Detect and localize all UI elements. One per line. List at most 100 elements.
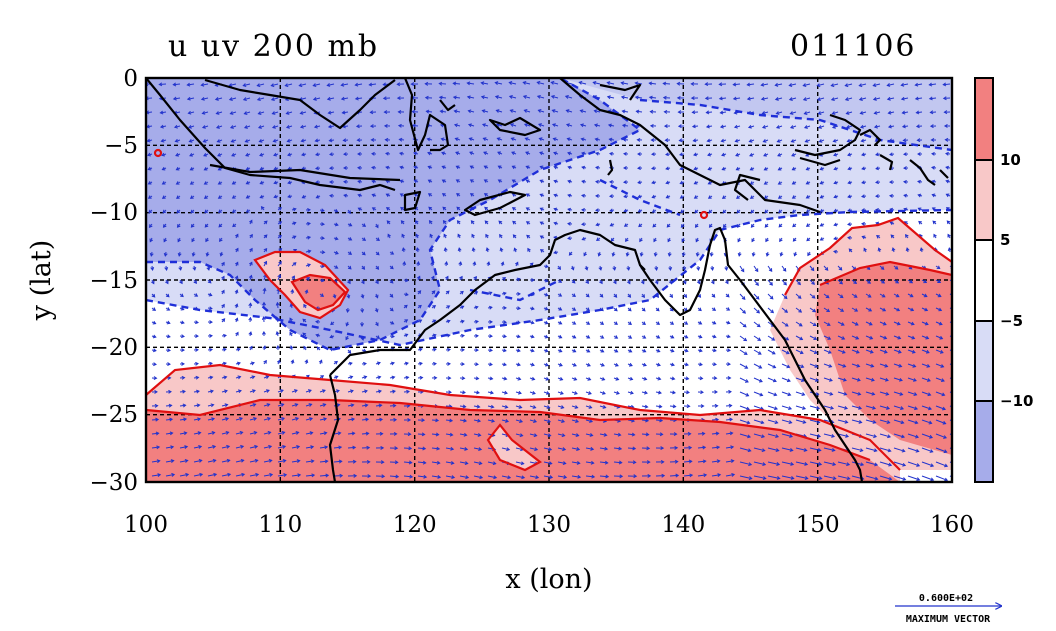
wind-vector — [459, 419, 467, 422]
wind-vector — [649, 82, 657, 85]
wind-vector — [789, 83, 797, 86]
wind-vector-head — [261, 330, 266, 335]
wind-vector-head — [696, 267, 701, 271]
wind-vector — [243, 97, 251, 101]
wind-vector-head — [168, 403, 173, 408]
wind-vector-head — [886, 96, 891, 101]
wind-vector-head — [376, 361, 381, 366]
wind-vector — [921, 447, 933, 453]
wind-vector-head — [308, 403, 313, 407]
wind-vector — [865, 475, 878, 480]
wind-vector-head — [480, 95, 485, 100]
wind-vector-head — [833, 208, 838, 213]
wind-vector-head — [464, 461, 469, 465]
wind-vector-head — [189, 181, 194, 185]
wind-vector-head — [813, 350, 818, 354]
wind-vector-head — [165, 280, 169, 285]
wind-vector-head — [370, 137, 375, 142]
wind-vector — [697, 474, 707, 477]
wind-vector-head — [778, 209, 782, 214]
wind-vector-head — [503, 320, 507, 325]
colorbar-label: −5 — [1000, 312, 1023, 330]
wind-vector-head — [353, 473, 358, 478]
wind-vector-head — [203, 167, 208, 171]
wind-vector-head — [572, 307, 577, 311]
wind-vector-head — [299, 110, 304, 115]
wind-vector-head — [594, 137, 599, 142]
wind-vector — [733, 83, 741, 86]
wind-vector — [795, 293, 802, 299]
wind-vector-head — [896, 321, 901, 326]
wind-vector — [417, 433, 425, 435]
wind-vector-head — [346, 294, 351, 299]
wind-vector-head — [325, 473, 330, 478]
wind-vector-head — [746, 420, 751, 425]
wind-vector — [529, 475, 539, 479]
wind-vector-head — [914, 96, 919, 101]
wind-vector-head — [483, 179, 488, 183]
wind-vector-head — [607, 123, 612, 128]
wind-vector-head — [642, 362, 647, 367]
wind-vector-head — [776, 139, 781, 143]
wind-vector — [299, 83, 307, 87]
wind-vector — [823, 461, 836, 466]
wind-vector — [263, 445, 272, 449]
wind-vector-head — [676, 81, 681, 86]
wind-vector-head — [692, 138, 697, 143]
wind-vector-head — [240, 444, 245, 449]
wind-vector — [235, 445, 244, 449]
wind-vector-head — [211, 417, 216, 422]
wind-vector-head — [225, 431, 230, 435]
wind-vector-head — [458, 261, 463, 266]
wind-vector-head — [769, 295, 774, 300]
wind-vector — [607, 96, 615, 99]
wind-vector-head — [273, 180, 278, 185]
wind-vector — [305, 432, 313, 435]
wind-vector — [683, 460, 692, 463]
wind-vector-head — [567, 179, 572, 184]
wind-vector — [327, 83, 335, 86]
wind-vector-head — [931, 207, 936, 211]
wind-vector-head — [281, 431, 286, 435]
wind-vector-head — [844, 405, 849, 410]
wind-vector-head — [236, 361, 241, 366]
wind-vector-head — [347, 280, 351, 285]
wind-vector — [229, 83, 237, 86]
wind-vector-head — [564, 95, 569, 99]
wind-vector-head — [635, 109, 640, 114]
wind-vector-head — [639, 252, 644, 257]
wind-vector-head — [151, 280, 155, 285]
wind-vector-head — [320, 208, 325, 213]
wind-vector-head — [432, 305, 437, 309]
wind-vector-head — [491, 418, 496, 423]
wind-vector-head — [875, 194, 879, 199]
wind-vector-head — [357, 207, 362, 211]
wind-vector-head — [670, 321, 675, 325]
wind-vector-head — [416, 261, 421, 265]
wind-vector — [249, 431, 257, 435]
wind-vector — [781, 279, 787, 286]
wind-vector-head — [916, 477, 921, 481]
wind-vector-head — [875, 180, 879, 185]
wind-vector-head — [263, 359, 267, 364]
wind-vector — [641, 433, 649, 436]
wind-vector-head — [483, 151, 487, 155]
wind-vector-head — [838, 266, 843, 271]
wind-vector-head — [347, 210, 351, 215]
x-tick-label: 140 — [661, 512, 705, 538]
wind-vector-head — [655, 307, 660, 312]
y-tick-label: −20 — [89, 335, 138, 361]
wind-vector-head — [194, 293, 199, 297]
wind-vector-head — [771, 350, 776, 355]
wind-vector-head — [818, 138, 823, 143]
wind-vector-head — [915, 448, 920, 453]
wind-vector-head — [558, 362, 563, 367]
wind-vector-head — [678, 138, 683, 143]
wind-vector — [879, 377, 889, 381]
wind-vector-head — [900, 96, 905, 101]
wind-vector-head — [827, 336, 832, 340]
wind-vector-head — [679, 166, 684, 171]
wind-vector-head — [461, 376, 466, 381]
wind-vector-head — [489, 319, 493, 324]
wind-vector-head — [502, 362, 507, 367]
